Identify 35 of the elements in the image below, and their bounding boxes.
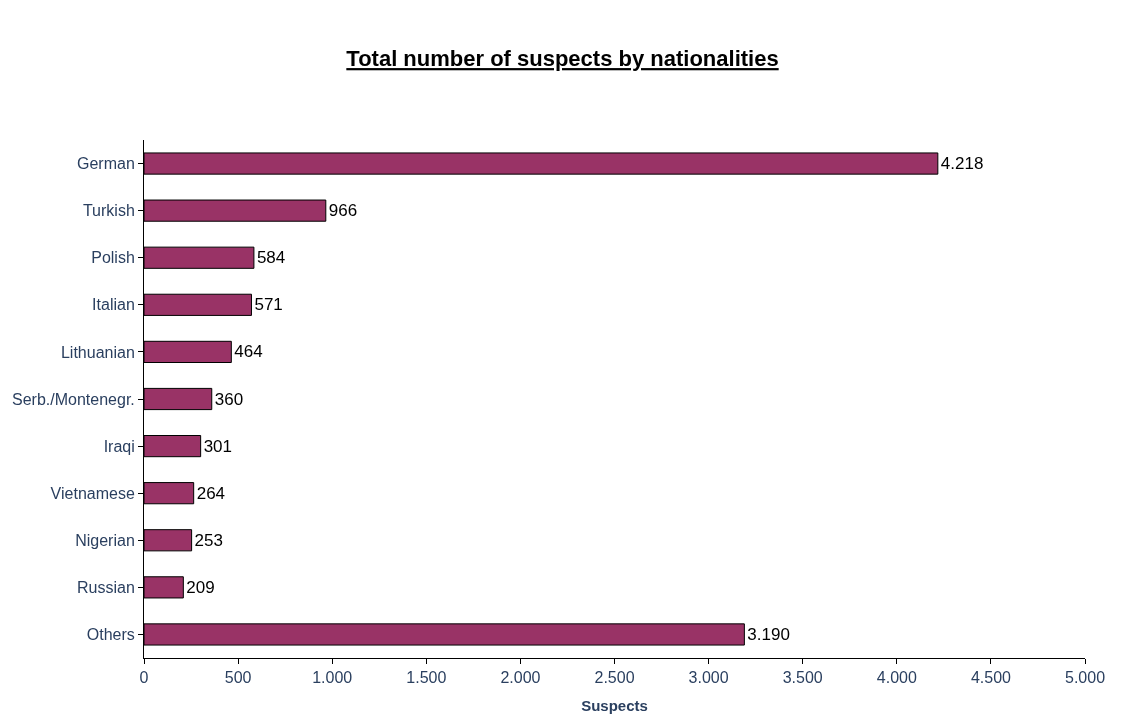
data-label: 301 <box>203 436 233 456</box>
x-tick-label: 5.000 <box>1064 669 1106 687</box>
data-label: 3.190 <box>747 624 790 644</box>
y-tick-label: Serb./Montenegr. <box>12 390 135 408</box>
data-label: 209 <box>186 577 215 597</box>
y-tick-label: Italian <box>92 296 135 314</box>
y-tick-label: Vietnamese <box>50 484 135 502</box>
data-label: 264 <box>196 483 226 503</box>
x-axis-title: Suspects <box>581 697 648 715</box>
x-tick-label: 0 <box>139 669 149 687</box>
x-tick-label: 1.500 <box>406 669 447 687</box>
y-tick-label: Turkish <box>82 202 135 220</box>
chart-title: Total number of suspects by nationalities <box>346 46 779 72</box>
y-tick-label: Russian <box>76 578 135 596</box>
x-tick-label: 3.500 <box>782 669 823 687</box>
y-tick-label: Iraqi <box>103 437 135 455</box>
data-label: 464 <box>234 342 263 362</box>
y-tick-label: German <box>77 155 135 173</box>
x-tick-label: 3.000 <box>688 669 729 687</box>
data-label: 571 <box>254 295 283 315</box>
x-tick-label: 2.500 <box>594 669 635 687</box>
data-label: 253 <box>194 530 223 550</box>
y-tick-label: Others <box>86 626 135 644</box>
x-tick-label: 1.000 <box>312 669 353 687</box>
x-tick-label: 2.000 <box>500 669 541 687</box>
y-tick-label: Lithuanian <box>60 343 135 361</box>
data-label: 966 <box>328 201 358 221</box>
x-tick-label: 4.000 <box>876 669 917 687</box>
data-label: 4.218 <box>940 154 984 174</box>
y-tick-label: Polish <box>91 249 135 267</box>
y-tick-label: Nigerian <box>75 531 135 549</box>
x-tick-label: 4.500 <box>970 669 1012 687</box>
data-label: 360 <box>214 389 244 409</box>
data-label: 584 <box>256 248 286 268</box>
x-tick-label: 500 <box>224 669 252 687</box>
